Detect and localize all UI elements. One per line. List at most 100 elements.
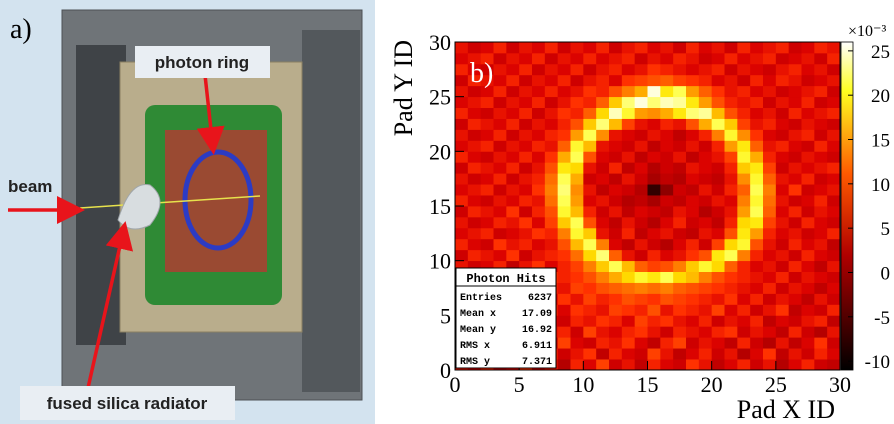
heatmap-cell bbox=[532, 173, 545, 184]
heatmap-cell bbox=[763, 42, 776, 53]
heatmap-cell bbox=[660, 250, 673, 261]
heatmap-cell bbox=[802, 162, 815, 173]
heatmap-cell bbox=[789, 304, 802, 315]
heatmap-cell bbox=[673, 261, 686, 272]
heatmap-cell bbox=[558, 272, 571, 283]
heatmap-cell bbox=[648, 140, 661, 151]
heatmap-cell bbox=[635, 261, 648, 272]
heatmap-cell bbox=[776, 206, 789, 217]
heatmap-cell bbox=[571, 304, 584, 315]
heatmap-cell bbox=[648, 162, 661, 173]
heatmap-cell bbox=[622, 283, 635, 294]
heatmap-cell bbox=[571, 86, 584, 97]
heatmap-cell bbox=[558, 337, 571, 348]
heatmap-cell bbox=[609, 228, 622, 239]
heatmap-cell bbox=[519, 239, 532, 250]
heatmap-cell bbox=[583, 315, 596, 326]
heatmap-cell bbox=[789, 75, 802, 86]
heatmap-cell bbox=[519, 250, 532, 261]
heatmap-cell bbox=[802, 195, 815, 206]
heatmap-cell bbox=[622, 272, 635, 283]
heatmap-cell bbox=[686, 162, 699, 173]
heatmap-cell bbox=[802, 173, 815, 184]
heatmap-cell bbox=[673, 250, 686, 261]
heatmap-cell bbox=[750, 140, 763, 151]
heatmap-cell bbox=[814, 162, 827, 173]
heatmap-cell bbox=[609, 304, 622, 315]
heatmap-cell bbox=[750, 217, 763, 228]
heatmap-cell bbox=[776, 228, 789, 239]
heatmap-cell bbox=[648, 195, 661, 206]
stats-key: RMS y bbox=[460, 357, 490, 368]
heatmap-cell bbox=[596, 119, 609, 130]
heatmap-cell bbox=[750, 42, 763, 53]
heatmap-cell bbox=[712, 184, 725, 195]
heatmap-cell bbox=[506, 173, 519, 184]
heatmap-cell bbox=[827, 151, 840, 162]
heatmap-cell bbox=[532, 53, 545, 64]
heatmap-cell bbox=[763, 217, 776, 228]
heatmap-cell bbox=[532, 250, 545, 261]
heatmap-cell bbox=[776, 239, 789, 250]
heatmap-cell bbox=[802, 119, 815, 130]
heatmap-cell bbox=[583, 129, 596, 140]
heatmap-cell bbox=[673, 64, 686, 75]
heatmap-cell bbox=[494, 140, 507, 151]
heatmap-cell bbox=[776, 129, 789, 140]
heatmap-cell bbox=[468, 129, 481, 140]
heatmap-cell bbox=[635, 304, 648, 315]
heatmap-cell bbox=[763, 239, 776, 250]
heatmap-cell bbox=[802, 151, 815, 162]
heatmap-cell bbox=[532, 184, 545, 195]
heatmap-cell bbox=[558, 348, 571, 359]
heatmap-cell bbox=[776, 108, 789, 119]
heatmap-cell bbox=[686, 261, 699, 272]
stats-key: Entries bbox=[460, 292, 502, 304]
heatmap-cell bbox=[660, 337, 673, 348]
heatmap-cell bbox=[506, 162, 519, 173]
heatmap-cell bbox=[519, 129, 532, 140]
heatmap-cell bbox=[648, 119, 661, 130]
heatmap-cell bbox=[712, 206, 725, 217]
heatmap-cell bbox=[686, 315, 699, 326]
heatmap-cell bbox=[750, 293, 763, 304]
heatmap-cell bbox=[776, 348, 789, 359]
heatmap-cell bbox=[622, 108, 635, 119]
heatmap-cell bbox=[737, 151, 750, 162]
heatmap-cell bbox=[648, 272, 661, 283]
heatmap-cell bbox=[494, 217, 507, 228]
heatmap-cell bbox=[506, 184, 519, 195]
heatmap-cell bbox=[660, 97, 673, 108]
heatmap-cell bbox=[519, 228, 532, 239]
heatmap-cell bbox=[635, 151, 648, 162]
heatmap-cell bbox=[814, 206, 827, 217]
heatmap-cell bbox=[609, 162, 622, 173]
heatmap-cell bbox=[737, 53, 750, 64]
heatmap-cell bbox=[455, 86, 468, 97]
heatmap-cell bbox=[763, 348, 776, 359]
heatmap-cell bbox=[776, 304, 789, 315]
heatmap-cell bbox=[699, 64, 712, 75]
heatmap-cell bbox=[455, 151, 468, 162]
heatmap-cell bbox=[814, 53, 827, 64]
heatmap-cell bbox=[648, 359, 661, 370]
heatmap-cell bbox=[789, 151, 802, 162]
heatmap-cell bbox=[789, 250, 802, 261]
heatmap-cell bbox=[596, 337, 609, 348]
heatmap-cell bbox=[571, 272, 584, 283]
heatmap-cell bbox=[506, 140, 519, 151]
heatmap-cell bbox=[673, 217, 686, 228]
heatmap-cell bbox=[763, 250, 776, 261]
heatmap-cell bbox=[455, 162, 468, 173]
heatmap-cell bbox=[571, 206, 584, 217]
heatmap-cell bbox=[686, 228, 699, 239]
heatmap-cell bbox=[494, 64, 507, 75]
heatmap-cell bbox=[699, 75, 712, 86]
heatmap-cell bbox=[827, 326, 840, 337]
heatmap-cell bbox=[596, 140, 609, 151]
heatmap-cell bbox=[648, 206, 661, 217]
heatmap-cell bbox=[789, 140, 802, 151]
heatmap-cell bbox=[622, 184, 635, 195]
heatmap-cell bbox=[481, 42, 494, 53]
heatmap-cell bbox=[635, 326, 648, 337]
